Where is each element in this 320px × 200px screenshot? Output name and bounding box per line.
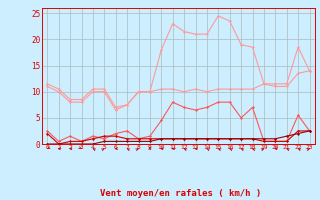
Text: Vent moyen/en rafales ( km/h ): Vent moyen/en rafales ( km/h ) xyxy=(100,189,261,198)
